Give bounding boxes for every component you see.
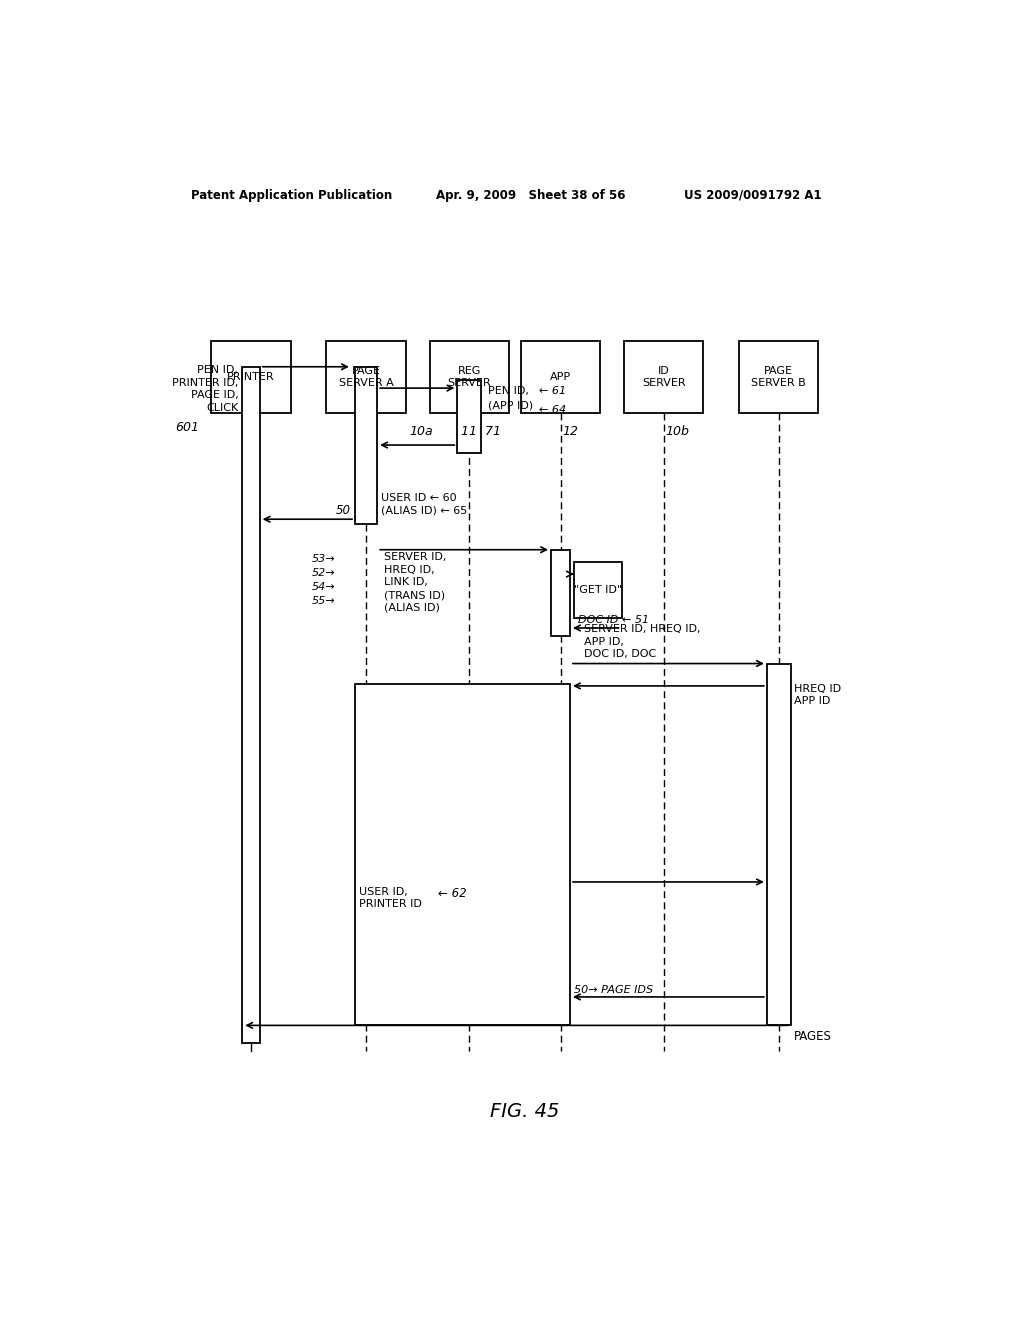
FancyBboxPatch shape bbox=[355, 367, 377, 524]
Text: Patent Application Publication: Patent Application Publication bbox=[191, 189, 393, 202]
Text: PAGE
SERVER A: PAGE SERVER A bbox=[339, 366, 393, 388]
FancyBboxPatch shape bbox=[458, 380, 481, 453]
FancyBboxPatch shape bbox=[521, 342, 600, 412]
Text: SERVER ID, HREQ ID,
APP ID,
DOC ID, DOC: SERVER ID, HREQ ID, APP ID, DOC ID, DOC bbox=[585, 624, 700, 660]
Text: (APP ID): (APP ID) bbox=[487, 400, 532, 411]
Text: 10a: 10a bbox=[409, 425, 432, 438]
FancyBboxPatch shape bbox=[767, 664, 791, 1026]
Text: APP: APP bbox=[550, 372, 571, 381]
Text: PAGES: PAGES bbox=[794, 1031, 831, 1044]
Text: 10b: 10b bbox=[666, 425, 689, 438]
Text: PEN ID,: PEN ID, bbox=[487, 385, 528, 396]
Text: PEN ID,
PRINTER ID,
PAGE ID,
CLICK: PEN ID, PRINTER ID, PAGE ID, CLICK bbox=[172, 364, 239, 413]
FancyBboxPatch shape bbox=[551, 549, 570, 636]
Text: 11  71: 11 71 bbox=[461, 425, 502, 438]
Text: 12: 12 bbox=[562, 425, 579, 438]
FancyBboxPatch shape bbox=[211, 342, 291, 412]
Text: DOC ID ← 51: DOC ID ← 51 bbox=[578, 615, 649, 624]
Text: ID
SERVER: ID SERVER bbox=[642, 366, 685, 388]
Text: REG
SERVER: REG SERVER bbox=[447, 366, 492, 388]
FancyBboxPatch shape bbox=[355, 684, 570, 1026]
Text: 53→: 53→ bbox=[311, 554, 335, 564]
Text: HREQ ID
APP ID: HREQ ID APP ID bbox=[794, 684, 841, 706]
Text: ← 61: ← 61 bbox=[539, 385, 566, 396]
Text: PAGE
SERVER B: PAGE SERVER B bbox=[752, 366, 806, 388]
Text: 55→: 55→ bbox=[311, 597, 335, 606]
FancyBboxPatch shape bbox=[739, 342, 818, 412]
Text: ← 62: ← 62 bbox=[438, 887, 467, 900]
Text: ← 64: ← 64 bbox=[539, 405, 566, 416]
Text: Apr. 9, 2009   Sheet 38 of 56: Apr. 9, 2009 Sheet 38 of 56 bbox=[436, 189, 626, 202]
FancyBboxPatch shape bbox=[624, 342, 703, 412]
Text: 50→ PAGE IDS: 50→ PAGE IDS bbox=[574, 985, 653, 995]
Text: 601: 601 bbox=[176, 421, 200, 434]
FancyBboxPatch shape bbox=[243, 367, 260, 1043]
Text: USER ID ← 60
(ALIAS ID) ← 65: USER ID ← 60 (ALIAS ID) ← 65 bbox=[381, 492, 467, 515]
Text: FIG. 45: FIG. 45 bbox=[490, 1102, 559, 1121]
FancyBboxPatch shape bbox=[327, 342, 406, 412]
Text: SERVER ID,
HREQ ID,
LINK ID,
(TRANS ID)
(ALIAS ID): SERVER ID, HREQ ID, LINK ID, (TRANS ID) … bbox=[384, 552, 445, 612]
FancyBboxPatch shape bbox=[430, 342, 509, 412]
FancyBboxPatch shape bbox=[574, 562, 622, 618]
Text: 54→: 54→ bbox=[311, 582, 335, 593]
Text: "GET ID": "GET ID" bbox=[573, 585, 622, 595]
Text: USER ID,
PRINTER ID: USER ID, PRINTER ID bbox=[359, 887, 422, 909]
Text: 50: 50 bbox=[336, 504, 351, 517]
Text: 52→: 52→ bbox=[311, 568, 335, 578]
Text: US 2009/0091792 A1: US 2009/0091792 A1 bbox=[684, 189, 821, 202]
Text: PRINTER: PRINTER bbox=[227, 372, 274, 381]
